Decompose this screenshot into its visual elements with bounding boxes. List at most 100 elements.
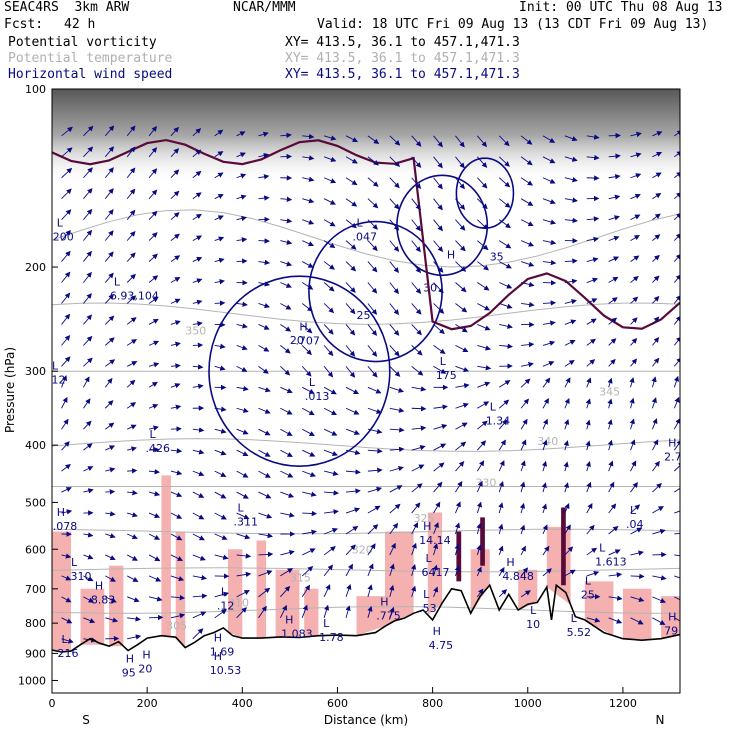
wind-vector xyxy=(61,617,73,624)
wind-vector xyxy=(214,554,229,560)
wind-vector xyxy=(542,300,557,306)
wind-vector xyxy=(104,251,114,262)
wind-vector xyxy=(674,554,680,557)
x-tick-label: 400 xyxy=(232,697,253,710)
wind-vector xyxy=(476,177,488,189)
extremum-type: H xyxy=(506,556,514,569)
wind-vector xyxy=(192,213,202,221)
wind-vector xyxy=(126,379,136,388)
wind-vector xyxy=(542,219,557,225)
wind-vector xyxy=(192,149,202,158)
wind-vector xyxy=(411,522,419,535)
wind-vector xyxy=(105,533,116,539)
wind-vector xyxy=(302,529,317,535)
wind-vector xyxy=(258,587,271,598)
wind-vector xyxy=(521,341,535,348)
wind-vector xyxy=(520,156,533,166)
wind-vector xyxy=(630,550,644,556)
extremum-type: L xyxy=(490,401,497,414)
wind-vector xyxy=(455,441,467,451)
extremum-type: H xyxy=(285,613,293,626)
wind-vector xyxy=(258,238,270,244)
wind-vector xyxy=(323,198,336,205)
wind-vector xyxy=(214,129,224,137)
wind-vector xyxy=(477,324,491,331)
wind-vector xyxy=(520,545,526,556)
wind-vector xyxy=(586,502,593,514)
wind-vector xyxy=(520,481,526,493)
wind-vector xyxy=(433,282,444,294)
wind-vector xyxy=(586,570,600,577)
wind-vector xyxy=(673,439,680,451)
wind-vector xyxy=(455,135,465,148)
wind-vector xyxy=(61,250,71,262)
theta-contour-label: 345 xyxy=(599,386,620,399)
wind-vector xyxy=(564,359,575,367)
wind-vector xyxy=(652,337,660,346)
wind-vector xyxy=(323,428,338,436)
extremum-value: 6.93,104 xyxy=(110,290,159,303)
wind-vector xyxy=(608,276,619,283)
wind-vector xyxy=(148,554,161,562)
wind-vector xyxy=(542,156,556,164)
wind-vector xyxy=(499,282,513,289)
wind-vector xyxy=(520,177,534,186)
wind-vector xyxy=(389,584,395,597)
wind-vector xyxy=(433,345,446,355)
wind-vector xyxy=(61,313,71,325)
wind-vector xyxy=(192,628,204,640)
wind-vector xyxy=(61,126,73,137)
wind-vector xyxy=(236,323,248,329)
wind-vector xyxy=(630,255,640,262)
wind-vector xyxy=(148,596,163,602)
wind-vector xyxy=(214,428,227,434)
wind-vector xyxy=(61,441,70,451)
wind-vector xyxy=(542,320,556,326)
extremum-type: H xyxy=(142,649,150,662)
wind-vector xyxy=(323,324,334,335)
wind-vector xyxy=(389,219,400,231)
wind-vector xyxy=(674,510,680,514)
wind-vector xyxy=(498,589,508,598)
wind-vector xyxy=(83,188,93,199)
extremum-type: L xyxy=(530,604,537,617)
wind-vector xyxy=(367,156,379,166)
wind-vector xyxy=(455,344,469,352)
wind-vector xyxy=(389,240,400,252)
wind-vector xyxy=(83,271,92,283)
wind-vector xyxy=(83,357,93,367)
wind-vector xyxy=(61,575,72,581)
wind-vector xyxy=(104,272,114,283)
wind-vector xyxy=(258,512,273,519)
wind-vector xyxy=(214,194,224,200)
wind-speed-contour xyxy=(208,275,391,468)
wind-vector xyxy=(104,294,114,304)
x-tick-label: 1200 xyxy=(609,697,637,710)
wind-vector xyxy=(630,235,640,241)
wind-vector xyxy=(607,377,613,388)
wind-vector xyxy=(345,366,356,378)
wind-vector xyxy=(630,439,636,451)
wind-vector xyxy=(520,281,535,288)
wind-vector xyxy=(411,405,427,412)
wind-vector xyxy=(148,425,159,431)
wind-vector xyxy=(148,403,159,409)
wind-vector xyxy=(61,418,69,430)
wind-vector xyxy=(148,189,158,199)
extremum-type: L xyxy=(356,217,363,230)
wind-vector xyxy=(345,605,351,618)
pv-shaded-region xyxy=(256,540,267,639)
wind-vector xyxy=(411,483,423,493)
theta-contour-label: 310 xyxy=(228,597,249,610)
wind-vector xyxy=(83,617,96,624)
wind-vector xyxy=(542,524,548,535)
wind-vector xyxy=(83,314,93,325)
wind-vector xyxy=(323,528,338,535)
wind-vector xyxy=(607,439,613,451)
extrema-label-layer: L200L6.93,104L.12L.426H.707L.013L.047HL1… xyxy=(52,217,680,680)
wind-vector xyxy=(149,469,160,475)
wind-vector xyxy=(389,485,403,493)
x-tick-label: 0 xyxy=(49,697,56,710)
wind-vector xyxy=(367,135,380,145)
wind-vector xyxy=(498,135,510,147)
